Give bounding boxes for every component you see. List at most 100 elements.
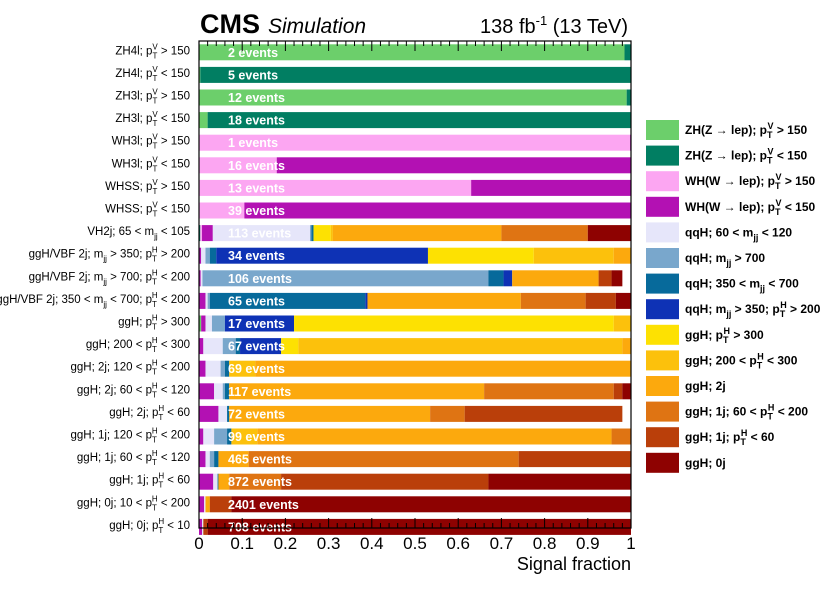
bar-segment xyxy=(214,451,219,468)
bar-segment xyxy=(199,66,201,83)
bar-stacks xyxy=(199,44,632,535)
bar-segment xyxy=(229,473,282,490)
bar-segment xyxy=(240,338,282,355)
category-label: WH3l; pTV > 150 xyxy=(112,133,190,151)
event-count: 67 events xyxy=(228,340,285,354)
x-tick-label: 1 xyxy=(626,534,635,553)
bar-segment xyxy=(626,89,631,106)
bar-segment xyxy=(227,405,230,422)
legend-entry: qqH; mjj > 350; pTH > 200 xyxy=(685,300,821,319)
event-count: 99 events xyxy=(228,430,285,444)
category-label: ggH; 2j; 120 < pTH < 200 xyxy=(71,359,191,377)
bar-segment xyxy=(199,292,206,309)
bar-segment xyxy=(202,225,213,242)
bar-segment xyxy=(294,315,614,332)
bar-segment xyxy=(484,383,614,400)
bar-segment xyxy=(222,338,236,355)
x-tick-label: 0.7 xyxy=(490,534,514,553)
category-label: WH3l; pTV < 150 xyxy=(112,155,190,173)
bar-segment xyxy=(199,179,472,196)
bar-segment xyxy=(211,315,225,332)
bar-segment xyxy=(212,225,311,242)
bar-segment xyxy=(199,473,214,490)
event-count: 34 events xyxy=(228,249,285,263)
bar-segment xyxy=(587,225,631,242)
bar-segment xyxy=(209,247,217,264)
event-count: 872 events xyxy=(228,475,292,489)
category-label: WHSS; pTV < 150 xyxy=(105,201,190,219)
legend-swatch xyxy=(646,350,679,371)
bar-segment xyxy=(205,315,212,332)
legend-swatch xyxy=(646,273,679,294)
event-count: 16 events xyxy=(228,159,285,173)
bar-segment xyxy=(624,44,631,61)
event-count: 39 events xyxy=(228,204,285,218)
bar-segment xyxy=(199,270,201,287)
x-tick-label: 0.1 xyxy=(230,534,254,553)
cms-logo: CMS xyxy=(200,9,260,39)
bar-segment xyxy=(214,383,223,400)
bar-segment xyxy=(199,338,204,355)
x-tick-label: 0.9 xyxy=(576,534,600,553)
bar-segment xyxy=(220,360,225,377)
bar-segment xyxy=(202,270,489,287)
category-label: ggH; pTH > 300 xyxy=(118,314,190,332)
bar-segment xyxy=(231,496,631,513)
event-count: 5 events xyxy=(228,68,278,82)
bar-segment xyxy=(205,247,210,264)
x-tick-label: 0.8 xyxy=(533,534,557,553)
bar-segment xyxy=(209,496,232,513)
bar-segment xyxy=(611,428,631,445)
bar-segment xyxy=(217,473,219,490)
bar-segment xyxy=(199,451,206,468)
legend-swatch xyxy=(646,427,679,448)
x-axis: 0 0.1 0.2 0.3 0.4 0.5 0.6 0.7 0.8 0.9 1 xyxy=(194,41,636,553)
category-label: ggH/VBF 2j; 350 < mjj < 700; pTH < 200 xyxy=(0,291,190,309)
bar-segment xyxy=(367,292,521,309)
bar-segment xyxy=(199,518,203,535)
x-tick-label: 0.2 xyxy=(274,534,298,553)
bar-segment xyxy=(203,338,223,355)
bar-segment xyxy=(227,428,232,445)
legend-entry: ggH; 0j xyxy=(685,456,726,470)
event-count: 106 events xyxy=(228,272,292,286)
bar-segment xyxy=(311,225,314,242)
bar-segment xyxy=(209,292,366,309)
legend-swatch xyxy=(646,401,679,422)
bar-segment xyxy=(622,338,631,355)
category-labels: ZH4l; pTV > 150 ZH4l; pTV < 150 ZH3l; pTV … xyxy=(0,42,190,535)
bar-segment xyxy=(201,247,206,264)
x-tick-label: 0.4 xyxy=(360,534,384,553)
category-label: ZH4l; pTV < 150 xyxy=(115,65,190,83)
bar-segment xyxy=(464,405,623,422)
bar-segment xyxy=(218,451,249,468)
legend-swatch xyxy=(646,171,679,192)
bar-segment xyxy=(205,496,210,513)
bar-segment xyxy=(229,383,485,400)
bar-segment xyxy=(201,315,206,332)
bar-segment xyxy=(520,292,586,309)
legend-entry: ggH; 1j; 60 < pTH < 200 xyxy=(685,403,808,422)
legend-entry: qqH; 350 < mjj < 700 xyxy=(685,277,799,294)
bar-segment xyxy=(611,270,623,287)
event-count: 13 events xyxy=(228,181,285,195)
bar-segment xyxy=(229,405,431,422)
bar-segment xyxy=(512,270,599,287)
bar-segment xyxy=(200,225,203,242)
category-label: ggH; 1j; pTH < 60 xyxy=(109,472,190,490)
category-label: ggH; 1j; 60 < pTH < 120 xyxy=(77,449,190,467)
category-label: ZH3l; pTV < 150 xyxy=(115,110,190,128)
category-label: ZH4l; pTV > 150 xyxy=(115,42,190,60)
bar-segment xyxy=(205,360,221,377)
bar-segment xyxy=(199,360,206,377)
bar-segment xyxy=(235,338,241,355)
legend-entry: ZH(Z → lep); pTV > 150 xyxy=(685,121,808,140)
bar-segment xyxy=(209,451,215,468)
event-count: 1 events xyxy=(228,136,278,150)
bar-segment xyxy=(204,496,206,513)
event-count: 117 events xyxy=(228,385,291,399)
bar-segment xyxy=(613,383,623,400)
category-label: ggH; 2j; 60 < pTH < 120 xyxy=(77,381,190,399)
legend-entry: ggH; 1j; pTH < 60 xyxy=(685,428,775,447)
